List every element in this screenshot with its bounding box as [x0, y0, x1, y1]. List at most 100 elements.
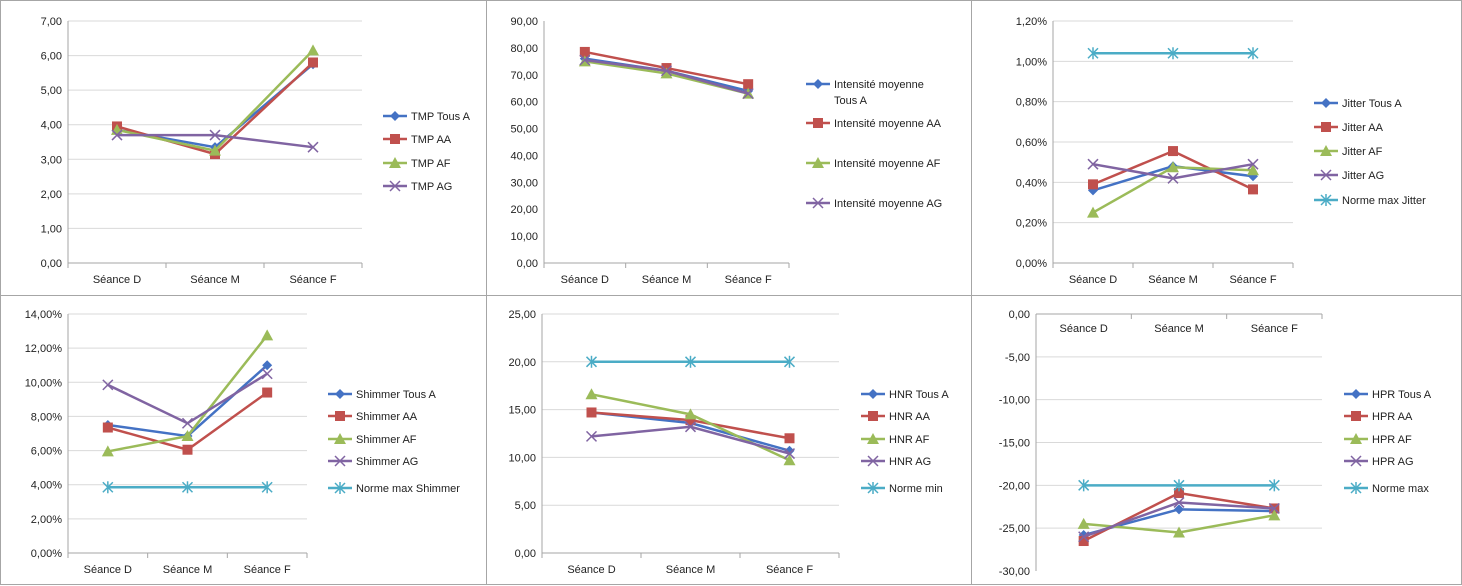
legend-entry: Intensité moyenne Tous A: [806, 79, 924, 107]
legend-entry: TMP Tous A: [383, 111, 471, 123]
data-point: [261, 368, 273, 380]
data-point: [1248, 184, 1258, 195]
data-point: [1088, 179, 1098, 190]
legend-marker: [334, 455, 346, 467]
legend-entry: Jitter AG: [1314, 169, 1384, 182]
chart-panel-hnr: 0,00 5,00 10,00 15,00 20,00 25,00 Séance D Séan…: [486, 295, 972, 585]
y-tick-label: 6,00: [41, 51, 62, 63]
legend-marker: [335, 411, 345, 421]
data-point: [1077, 517, 1090, 529]
legend-entry: HNR AF: [861, 433, 930, 446]
y-tick-label: 60,00: [510, 97, 538, 109]
data-point: [1174, 504, 1184, 515]
y-tick-label: 20,00: [508, 357, 536, 369]
data-point: [579, 46, 590, 57]
y-tick-label: 14,00%: [25, 309, 63, 321]
chart-hpr: -30,00 -25,00 -20,00 -15,00 -10,00 -5,00 0,00 S…: [999, 309, 1432, 578]
legend-entry: HPR AF: [1344, 433, 1412, 446]
legend-marker: [812, 197, 824, 209]
data-point: [261, 481, 273, 494]
y-tick-label: -10,00: [999, 395, 1030, 407]
legend-marker: [390, 134, 400, 144]
legend-label: TMP AA: [411, 134, 452, 146]
legend-marker: [1351, 389, 1361, 399]
legend-entry: HNR Tous A: [861, 389, 949, 401]
series-shimmer-1: [102, 387, 273, 455]
series-line: [107, 364, 268, 438]
y-tick-label: 3,00: [41, 154, 62, 166]
legend-label: Shimmer AA: [356, 411, 418, 423]
legend-entry: Intensité moyenne AA: [806, 118, 942, 130]
legend-entry: Norme max Jitter: [1314, 194, 1426, 207]
legend-label: TMP AF: [411, 158, 451, 170]
data-point: [1268, 479, 1280, 492]
data-point: [1168, 146, 1178, 157]
data-point: [1087, 158, 1099, 170]
legend-label: Intensité moyenne AA: [834, 118, 942, 130]
legend-label: Intensité moyenne: [834, 79, 924, 91]
y-tick-label: 10,00: [508, 452, 536, 464]
series-shimmer-3: [102, 368, 273, 429]
data-point: [1268, 502, 1280, 514]
x-tick-label: Séance M: [190, 274, 240, 286]
x-tick-label: Séance D: [561, 274, 609, 286]
chart-tmp: 0,00 1,00 2,00 3,00 4,00 5,00 6,00 7,00 Séance D…: [41, 16, 471, 286]
x-tick-label: Séance F: [244, 564, 291, 576]
legend-marker: [1351, 411, 1361, 421]
legend-entry: Norme max: [1344, 482, 1429, 495]
x-tick-label: Séance M: [1148, 274, 1198, 286]
series-jitter-4: [1087, 47, 1259, 60]
y-tick-label: 8,00%: [31, 411, 62, 423]
series-shimmer-2: [101, 329, 274, 457]
y-tick-label: 0,00%: [1016, 258, 1047, 270]
data-point: [1173, 496, 1185, 508]
legend-marker: [1350, 433, 1362, 444]
series-hpr-2: [1077, 509, 1281, 538]
data-point: [586, 407, 597, 418]
y-tick-label: 90,00: [510, 16, 538, 28]
x-tick-label: Séance D: [567, 564, 615, 576]
data-point: [102, 481, 114, 494]
legend-entry: Shimmer Tous A: [328, 389, 437, 401]
x-tick-label: Séance D: [1069, 274, 1117, 286]
y-tick-label: 6,00%: [31, 446, 62, 458]
series-intensite-3: [579, 54, 754, 100]
data-point: [1078, 536, 1089, 547]
data-point: [1087, 47, 1099, 60]
y-tick-label: 15,00: [508, 405, 536, 417]
data-point: [262, 387, 273, 398]
y-tick-label: 4,00: [41, 120, 62, 132]
data-point: [1078, 479, 1090, 492]
data-point: [684, 408, 697, 420]
series-jitter-2: [1087, 161, 1259, 218]
data-point: [684, 355, 697, 368]
legend-label: Shimmer AF: [356, 434, 417, 446]
data-point: [1247, 158, 1259, 170]
series-line: [107, 372, 268, 425]
legend-marker: [1321, 122, 1331, 132]
y-tick-label: 0,00%: [31, 548, 62, 560]
legend-label: HPR Tous A: [1372, 389, 1432, 401]
data-point: [1078, 531, 1090, 543]
y-tick-label: 0,00: [515, 548, 536, 560]
x-tick-label: Séance M: [1154, 323, 1204, 335]
y-tick-label: 4,00%: [31, 480, 62, 492]
y-tick-label: 5,00: [41, 85, 62, 97]
legend-label: Tous A: [834, 95, 868, 107]
legend-marker: [389, 180, 401, 192]
legend-entry: HPR AA: [1344, 411, 1413, 423]
legend-marker: [1320, 145, 1332, 156]
series-line: [116, 61, 314, 156]
data-point: [1268, 509, 1281, 521]
data-point: [685, 415, 696, 426]
series-shimmer-4: [102, 481, 273, 494]
series-shimmer-0: [102, 360, 273, 442]
data-point: [784, 445, 795, 456]
legend-label: HNR Tous A: [889, 389, 949, 401]
legend-label: Intensité moyenne AG: [834, 198, 942, 210]
y-tick-label: 0,00: [41, 258, 62, 270]
data-point: [742, 88, 754, 100]
legend-label: HPR AA: [1372, 411, 1413, 423]
legend-entry: HNR AG: [861, 455, 931, 468]
data-point: [1167, 172, 1179, 184]
